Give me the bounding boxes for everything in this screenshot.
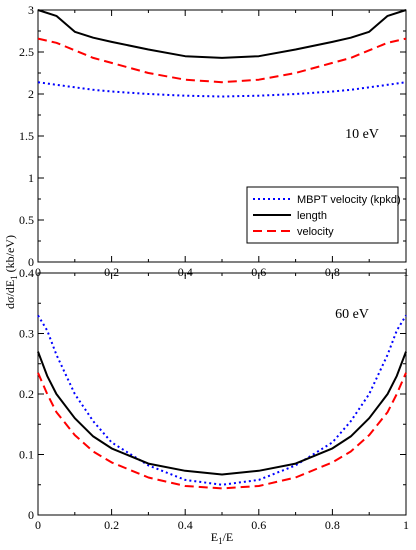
x-tick-label: 0.4 [178, 518, 193, 532]
y-tick-label: 0.2 [19, 387, 34, 401]
x-axis-label-sub: 1 [218, 536, 223, 546]
x-tick-label: 0.6 [251, 265, 266, 279]
legend-label: length [297, 210, 327, 222]
y-tick-label: 0.5 [19, 213, 34, 227]
x-tick-label: 0.8 [325, 265, 340, 279]
y-tick-label: 0.1 [19, 448, 34, 462]
legend-label: velocity [297, 226, 334, 238]
x-tick-label: 0 [35, 518, 41, 532]
legend-label: MBPT velocity (kpkd) [297, 194, 401, 206]
series-line-velocity [37, 372, 407, 490]
series-line-length [37, 351, 407, 476]
series-line-velocity [37, 37, 407, 84]
panel-60ev: 0 0.2 0.4 0.6 0.8 1 0 0.1 0.2 0.3 0.4 60 eV [19, 266, 409, 532]
y-tick-label: 0.3 [19, 327, 34, 341]
panel-annotation: 10 eV [345, 127, 379, 142]
y-tick-label: 2 [28, 87, 34, 101]
x-tick-label: 1 [403, 265, 409, 279]
series-line-mbpt-velocity-kpkd [37, 81, 407, 98]
series-line-length [37, 9, 407, 59]
x-tick-label: 1 [403, 518, 409, 532]
x-tick-label: 0.6 [251, 518, 266, 532]
x-tick-label: 0.8 [325, 518, 340, 532]
panel-10ev: 0 0.2 0.4 0.6 0.8 1 0 0.5 1 1.5 2 2.5 3 10 eV MBPT vel… [19, 3, 409, 279]
x-tick-label: 0.2 [104, 518, 119, 532]
y-axis-label-tail: (kb/eV) [3, 235, 17, 275]
series-line-mbpt-velocity-kpkd [37, 314, 407, 486]
y-tick-label: 0 [28, 255, 34, 269]
y-axis-label-sub: 1 [9, 275, 19, 280]
y-tick-label: 3 [28, 3, 34, 17]
x-tick-label: 0.2 [104, 265, 119, 279]
x-tick-label: 0.4 [178, 265, 193, 279]
y-axis-label-main: dσ/dE [3, 280, 17, 309]
panel-annotation: 60 eV [335, 307, 369, 322]
x-tick-label: 0 [35, 265, 41, 279]
y-tick-label: 2.5 [19, 45, 34, 59]
y-tick-label: 1 [28, 171, 34, 185]
x-axis-label-main: E [211, 530, 218, 544]
y-tick-label: 1.5 [19, 129, 34, 143]
x-axis-label: E1/E [211, 530, 234, 546]
y-axis-label: dσ/dE1 (kb/eV) [3, 235, 19, 309]
y-tick-label: 0 [28, 508, 34, 522]
y-tick-label: 0.4 [19, 266, 34, 280]
x-axis-label-tail: /E [223, 530, 234, 544]
